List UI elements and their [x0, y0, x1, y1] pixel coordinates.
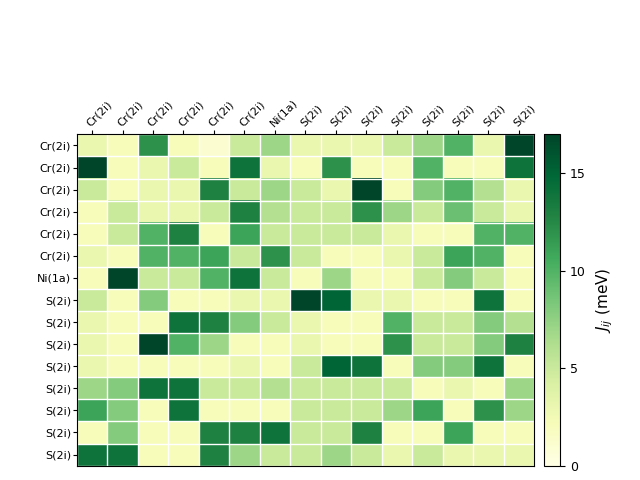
Y-axis label: $J_{ij}$ (meV): $J_{ij}$ (meV) — [594, 267, 615, 333]
